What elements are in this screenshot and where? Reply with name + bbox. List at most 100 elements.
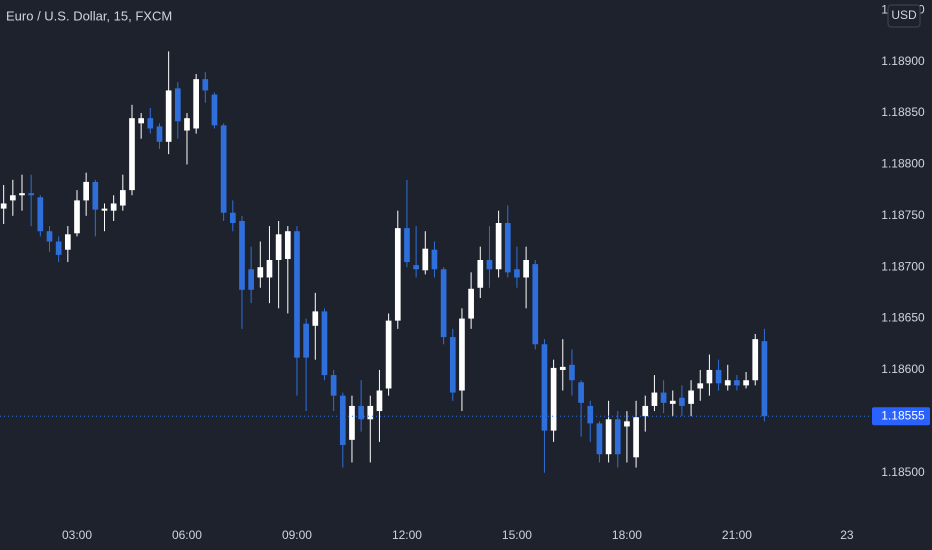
candle bbox=[587, 400, 594, 442]
candle-body bbox=[156, 126, 163, 142]
candle-body bbox=[376, 390, 383, 412]
last-price-label: 1.18555 bbox=[881, 408, 925, 422]
candle-body bbox=[220, 125, 227, 213]
candle-body bbox=[147, 118, 154, 129]
candle bbox=[651, 375, 658, 412]
candle-body bbox=[101, 208, 108, 211]
candle-body bbox=[734, 380, 740, 386]
candle-body bbox=[294, 231, 300, 358]
candle-body bbox=[9, 195, 16, 201]
candle-body bbox=[46, 231, 53, 242]
y-tick-label: 1.18700 bbox=[881, 259, 925, 273]
candle bbox=[697, 369, 704, 401]
candle-body bbox=[211, 94, 218, 126]
candle-body bbox=[559, 366, 566, 370]
candle bbox=[64, 226, 71, 263]
candle-body bbox=[284, 231, 291, 259]
candle-body bbox=[275, 234, 282, 260]
candle bbox=[19, 174, 25, 211]
candle bbox=[211, 92, 218, 129]
x-tick-label: 03:00 bbox=[62, 528, 92, 542]
candle-body bbox=[394, 228, 401, 321]
candle bbox=[715, 359, 722, 391]
candle-body bbox=[688, 390, 694, 404]
candle bbox=[248, 246, 254, 304]
candle-body bbox=[257, 267, 264, 278]
candle bbox=[477, 246, 484, 299]
last-price-box bbox=[872, 407, 930, 426]
candle-body bbox=[129, 118, 135, 191]
candle-body bbox=[761, 341, 768, 417]
candle bbox=[504, 205, 511, 278]
candle-body bbox=[633, 417, 639, 458]
candle bbox=[312, 292, 319, 360]
candle bbox=[147, 107, 154, 134]
x-tick-label: 15:00 bbox=[502, 528, 532, 542]
candle bbox=[184, 113, 190, 165]
x-tick-label: 23 bbox=[840, 528, 854, 542]
candle bbox=[688, 380, 694, 417]
candle bbox=[349, 395, 355, 463]
candle bbox=[193, 73, 199, 134]
candle bbox=[165, 51, 172, 155]
candle-body bbox=[504, 223, 511, 273]
candle-body bbox=[385, 320, 392, 389]
candle bbox=[459, 308, 465, 412]
candle bbox=[83, 172, 89, 216]
candle bbox=[449, 328, 456, 401]
y-tick-label: 1.18650 bbox=[881, 311, 925, 325]
candle-body bbox=[578, 382, 584, 403]
candle-body bbox=[110, 203, 117, 211]
candle-body bbox=[184, 118, 190, 131]
candle-body bbox=[679, 397, 685, 406]
candle bbox=[55, 236, 62, 263]
candle-body bbox=[605, 419, 612, 455]
candle-body bbox=[303, 323, 309, 358]
candle-body bbox=[404, 228, 410, 263]
candle bbox=[669, 390, 676, 417]
candle-body bbox=[55, 241, 62, 255]
candle-body bbox=[642, 405, 649, 417]
y-tick-label: 1.18850 bbox=[881, 105, 925, 119]
plot-area bbox=[0, 51, 870, 473]
candle-body bbox=[541, 344, 548, 431]
candle-body bbox=[724, 380, 731, 386]
candle-body bbox=[92, 181, 99, 210]
y-tick-label: 1.18600 bbox=[881, 362, 925, 376]
candle-body bbox=[624, 421, 630, 427]
candle-body bbox=[706, 369, 713, 384]
candle-body bbox=[330, 375, 337, 396]
candle-body bbox=[715, 369, 722, 384]
candle-body bbox=[37, 197, 44, 232]
candle-body bbox=[614, 419, 621, 455]
candle-body bbox=[339, 395, 346, 445]
candle bbox=[266, 226, 273, 304]
candle-body bbox=[312, 311, 319, 326]
candle bbox=[257, 241, 264, 288]
candle bbox=[486, 226, 493, 288]
candle bbox=[468, 272, 474, 329]
candle bbox=[74, 190, 80, 237]
candle-body bbox=[193, 79, 199, 129]
candle-body bbox=[239, 220, 245, 290]
candle-body bbox=[64, 234, 71, 250]
candle-body bbox=[202, 79, 209, 91]
candle-body bbox=[248, 269, 254, 290]
candle-body bbox=[486, 260, 493, 270]
candle-body bbox=[477, 260, 484, 288]
candle bbox=[614, 411, 621, 468]
candle bbox=[202, 71, 209, 103]
candle bbox=[330, 369, 337, 412]
candle bbox=[92, 179, 99, 237]
candle bbox=[596, 421, 603, 463]
candle bbox=[138, 113, 144, 139]
candle bbox=[129, 104, 135, 196]
candle bbox=[724, 364, 731, 391]
candle bbox=[660, 380, 667, 414]
candle bbox=[321, 308, 328, 381]
candle-body bbox=[367, 405, 374, 420]
candle bbox=[404, 179, 410, 268]
candle bbox=[569, 349, 575, 396]
